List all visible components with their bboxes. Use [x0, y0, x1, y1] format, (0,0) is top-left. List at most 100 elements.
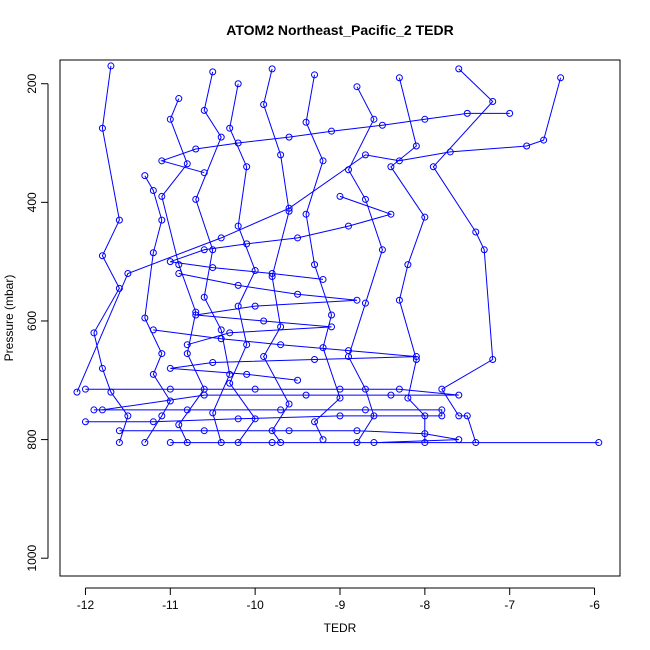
- data-point: [124, 412, 132, 420]
- series-line: [153, 329, 417, 381]
- data-point: [429, 163, 437, 171]
- data-point: [158, 192, 166, 200]
- data-point: [209, 68, 217, 76]
- data-point: [294, 290, 302, 298]
- data-point: [200, 106, 208, 114]
- x-axis: -12 -11 -10 -9 -8 -7 -6: [77, 587, 600, 612]
- data-point: [200, 427, 208, 435]
- data-point: [98, 252, 106, 260]
- data-point: [251, 302, 259, 310]
- data-point: [192, 195, 200, 203]
- series-line: [144, 175, 171, 443]
- data-point: [124, 270, 132, 278]
- data-point: [336, 385, 344, 393]
- data-point: [438, 412, 446, 420]
- data-point: [277, 341, 285, 349]
- data-point: [158, 412, 166, 420]
- data-point: [226, 370, 234, 378]
- data-point: [234, 415, 242, 423]
- data-point: [260, 317, 268, 325]
- series-line: [390, 77, 426, 443]
- data-point: [294, 234, 302, 242]
- data-point: [209, 246, 217, 254]
- data-point: [200, 169, 208, 177]
- data-point: [302, 118, 310, 126]
- data-point: [183, 350, 191, 358]
- series: [192, 68, 234, 447]
- data-point: [192, 311, 200, 319]
- x-tick-label: -8: [420, 598, 431, 612]
- data-point: [141, 314, 149, 322]
- data-point: [200, 293, 208, 301]
- data-point: [387, 210, 395, 218]
- data-point: [311, 71, 319, 79]
- data-point: [395, 385, 403, 393]
- data-point: [217, 133, 225, 141]
- data-point: [463, 109, 471, 117]
- data-point: [421, 430, 429, 438]
- series: [226, 80, 259, 447]
- data-point: [455, 412, 463, 420]
- data-point: [404, 261, 412, 269]
- y-tick-label: 400: [25, 192, 39, 212]
- data-point: [166, 258, 174, 266]
- data-point: [412, 353, 420, 361]
- data-point: [226, 379, 234, 387]
- series: [166, 192, 395, 283]
- series-line: [119, 430, 599, 444]
- data-point: [149, 326, 157, 334]
- series: [302, 71, 344, 444]
- data-point: [595, 439, 603, 447]
- data-point: [344, 222, 352, 230]
- data-point: [183, 341, 191, 349]
- series: [260, 65, 293, 447]
- data-point: [149, 370, 157, 378]
- series-line: [305, 74, 341, 440]
- data-point: [361, 151, 369, 159]
- data-point: [395, 74, 403, 82]
- data-point: [311, 418, 319, 426]
- data-point: [73, 388, 81, 396]
- series-line: [347, 86, 383, 443]
- data-point: [81, 385, 89, 393]
- x-tick-label: -6: [589, 598, 600, 612]
- data-point: [217, 326, 225, 334]
- data-point: [158, 157, 166, 165]
- data-point: [260, 353, 268, 361]
- data-point: [115, 284, 123, 292]
- data-point: [378, 121, 386, 129]
- data-point: [302, 210, 310, 218]
- series-line: [195, 71, 231, 443]
- data-point: [387, 391, 395, 399]
- data-point: [158, 350, 166, 358]
- data-point: [489, 98, 497, 106]
- y-tick-label: 600: [25, 311, 39, 331]
- series: [115, 427, 603, 447]
- data-point: [268, 270, 276, 278]
- data-point: [141, 172, 149, 180]
- data-point: [361, 195, 369, 203]
- data-point: [98, 124, 106, 132]
- data-point: [395, 296, 403, 304]
- data-point: [421, 115, 429, 123]
- data-point: [523, 142, 531, 150]
- data-point: [353, 296, 361, 304]
- data-point: [294, 376, 302, 384]
- series: [73, 74, 565, 396]
- x-tick-label: -11: [162, 598, 179, 612]
- data-point: [328, 311, 336, 319]
- data-point: [506, 109, 514, 117]
- data-point: [209, 358, 217, 366]
- series-line: [229, 83, 256, 443]
- data-point: [200, 391, 208, 399]
- data-point: [251, 267, 259, 275]
- data-point: [166, 385, 174, 393]
- data-point: [243, 370, 251, 378]
- data-point: [192, 145, 200, 153]
- plot-frame: [59, 59, 621, 577]
- data-point: [336, 412, 344, 420]
- x-tick-label: -7: [504, 598, 515, 612]
- data-point: [226, 124, 234, 132]
- data-point: [260, 100, 268, 108]
- data-point: [378, 246, 386, 254]
